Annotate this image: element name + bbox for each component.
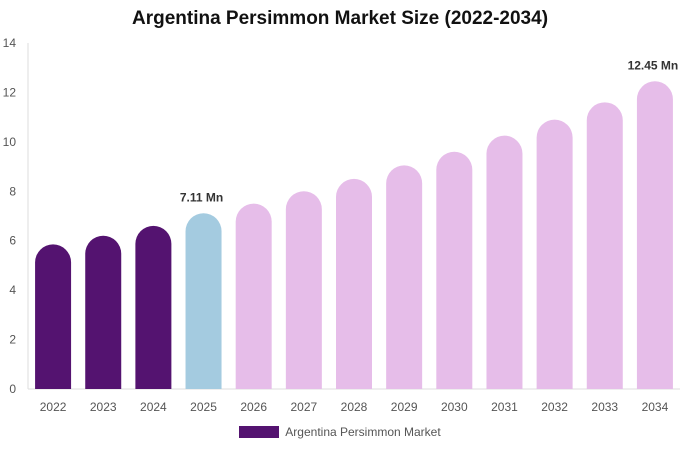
bar-2028 [336, 178, 372, 389]
x-tick-label: 2031 [491, 400, 518, 414]
y-tick-label: 8 [9, 184, 16, 198]
x-tick-label: 2023 [90, 400, 117, 414]
y-tick-label: 12 [3, 85, 17, 99]
bar-2032 [536, 119, 573, 389]
bar-2030 [436, 151, 473, 389]
legend-swatch [239, 426, 280, 438]
x-tick-label: 2030 [441, 400, 468, 414]
bar-2022 [35, 244, 72, 389]
data-label: 7.11 Mn [180, 190, 223, 204]
legend: Argentina Persimmon Market [0, 425, 680, 439]
bar-2031 [486, 135, 523, 389]
bar-2025 [185, 213, 222, 389]
chart-title: Argentina Persimmon Market Size (2022-20… [131, 8, 549, 29]
y-tick-label: 0 [9, 382, 16, 396]
x-tick-label: 2026 [240, 400, 267, 414]
data-label: 12.45 Mn [628, 58, 679, 72]
x-tick-label: 2028 [341, 400, 368, 414]
x-tick-label: 2025 [190, 400, 217, 414]
bar-2033 [586, 102, 623, 390]
bar-2023 [85, 235, 122, 389]
bar-2027 [285, 191, 322, 389]
x-tick-label: 2024 [140, 400, 167, 414]
y-tick-label: 2 [9, 333, 16, 347]
x-tick-label: 2033 [591, 400, 618, 414]
y-tick-label: 10 [3, 135, 17, 149]
bar-2026 [235, 203, 272, 389]
y-tick-label: 6 [9, 234, 16, 248]
x-tick-label: 2027 [290, 400, 317, 414]
x-tick-label: 2022 [40, 400, 67, 414]
x-tick-label: 2034 [642, 400, 669, 414]
legend-label: Argentina Persimmon Market [285, 425, 441, 439]
bar-2029 [386, 165, 423, 389]
y-tick-label: 4 [9, 283, 16, 297]
x-tick-label: 2032 [541, 400, 568, 414]
x-tick-label: 2029 [391, 400, 418, 414]
y-tick-label: 14 [3, 36, 17, 50]
bar-2024 [135, 225, 172, 389]
bar-2034 [636, 81, 673, 390]
